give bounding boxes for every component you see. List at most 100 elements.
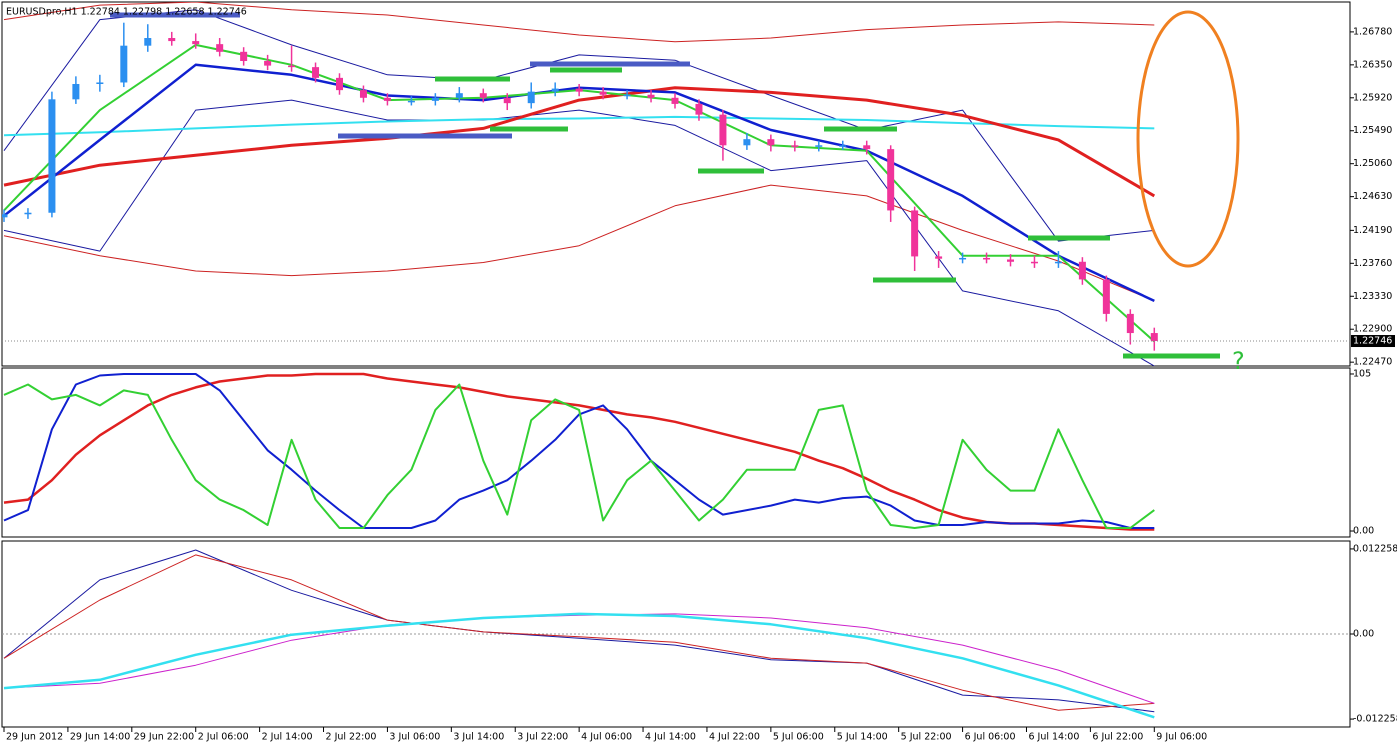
candle-body	[168, 38, 176, 42]
x-tick-label: 2 Jul 22:00	[326, 732, 377, 743]
y-tick-label: 1.25490	[1353, 125, 1392, 136]
y-tick-label: 1.23330	[1353, 291, 1392, 302]
panel-frame	[1, 367, 1351, 538]
indicator-line	[3, 613, 1155, 704]
y-tick-label: 1.22470	[1353, 357, 1392, 368]
y-tick-label: 1.24190	[1353, 225, 1392, 236]
y-tick-label: 1.25060	[1353, 158, 1392, 169]
candle-body	[1078, 261, 1086, 280]
candle-body	[575, 88, 583, 92]
last-price-box	[1351, 335, 1395, 348]
candle-body	[623, 94, 631, 97]
annotation: ?	[1232, 347, 1245, 375]
candle-body	[96, 82, 104, 84]
candle-body	[671, 97, 679, 104]
oscillator-panel	[3, 372, 1155, 531]
candle-body	[240, 51, 248, 62]
x-tick-label: 5 Jul 22:00	[901, 732, 952, 743]
candle-body	[1054, 261, 1062, 264]
candle-body	[527, 91, 535, 104]
candle-body	[791, 145, 799, 147]
x-tick-label: 29 Jun 2012	[6, 732, 63, 743]
y-tick-label: 105	[1353, 368, 1371, 379]
candle-body	[144, 38, 152, 46]
ellipse	[1136, 10, 1240, 268]
candle-body	[312, 67, 320, 78]
candle-body	[647, 94, 655, 98]
candle-body	[288, 65, 296, 68]
x-tick-label: 6 Jul 22:00	[1092, 732, 1143, 743]
x-tick-label: 3 Jul 14:00	[453, 732, 504, 743]
candle-body	[431, 97, 439, 101]
indicator-line	[3, 612, 1155, 719]
y-tick-label: 1.26780	[1353, 26, 1392, 37]
x-tick-label: 29 Jun 14:00	[70, 732, 130, 743]
macd-panel	[2, 549, 1350, 719]
candle-body	[1102, 279, 1110, 314]
x-tick-label: 2 Jul 06:00	[198, 732, 249, 743]
chart-title: EURUSDpro,H1 1.22784 1.22798 1.22658 1.2…	[6, 7, 247, 18]
candle-body	[935, 256, 943, 259]
y-tick-label: 1.26350	[1353, 59, 1392, 70]
y-tick-label: -0.012258	[1353, 714, 1397, 725]
x-tick-label: 6 Jul 06:00	[965, 732, 1016, 743]
candle-body	[839, 145, 847, 147]
indicator-line	[3, 184, 1155, 302]
y-tick-label: 1.22900	[1353, 324, 1392, 335]
candle-body	[743, 139, 751, 146]
indicator-line	[3, 549, 1155, 713]
x-tick-label: 2 Jul 14:00	[262, 732, 313, 743]
y-tick-label: 1.24630	[1353, 191, 1392, 202]
candle-body	[264, 61, 272, 66]
candle-body	[24, 212, 32, 215]
indicator-line	[3, 2, 1155, 43]
candle-body	[959, 257, 967, 260]
candle-body	[983, 257, 991, 260]
y-tick-label: 0.00	[1353, 629, 1374, 640]
candle-body	[335, 77, 343, 91]
x-tick-label: 4 Jul 06:00	[581, 732, 632, 743]
candle-body	[1126, 313, 1134, 334]
indicator-line	[3, 86, 1156, 198]
x-tick-label: 29 Jun 22:00	[134, 732, 194, 743]
x-tick-label: 3 Jul 06:00	[389, 732, 440, 743]
candle-body	[767, 139, 775, 146]
x-tick-label: 9 Jul 06:00	[1156, 732, 1207, 743]
candle-body	[1007, 259, 1015, 262]
x-tick-label: 5 Jul 06:00	[773, 732, 824, 743]
indicator-line	[3, 99, 1155, 366]
candle-body	[551, 88, 559, 92]
candle-body	[911, 210, 919, 257]
x-tick-label: 5 Jul 14:00	[837, 732, 888, 743]
y-tick-label: 1.23760	[1353, 258, 1392, 269]
candle-body	[359, 90, 367, 98]
y-tick-label: 0.012258	[1353, 543, 1397, 554]
candle-body	[2, 214, 8, 218]
candle-body	[216, 44, 224, 52]
candle-body	[503, 97, 511, 104]
candle-body	[695, 103, 703, 115]
candle-body	[815, 145, 823, 147]
candle-body	[192, 41, 200, 45]
candle-body	[407, 100, 415, 103]
candle-body	[383, 97, 391, 101]
indicator-line	[3, 554, 1155, 711]
x-tick-label: 3 Jul 22:00	[517, 732, 568, 743]
candle-body	[479, 93, 487, 98]
indicator-line	[3, 9, 1155, 242]
candle-body	[863, 145, 871, 150]
panel-frame	[1, 1, 1351, 367]
candle-body	[72, 83, 80, 100]
y-tick-label: 0.00	[1353, 526, 1374, 537]
indicator-line	[3, 383, 1155, 529]
candle-body	[599, 91, 607, 95]
candle-body	[887, 149, 895, 211]
candle-body	[719, 114, 727, 146]
x-tick-label: 4 Jul 14:00	[645, 732, 696, 743]
candle-body	[48, 99, 56, 213]
x-tick-label: 6 Jul 14:00	[1028, 732, 1079, 743]
indicator-line	[3, 115, 1155, 137]
price-panel	[2, 2, 1158, 366]
